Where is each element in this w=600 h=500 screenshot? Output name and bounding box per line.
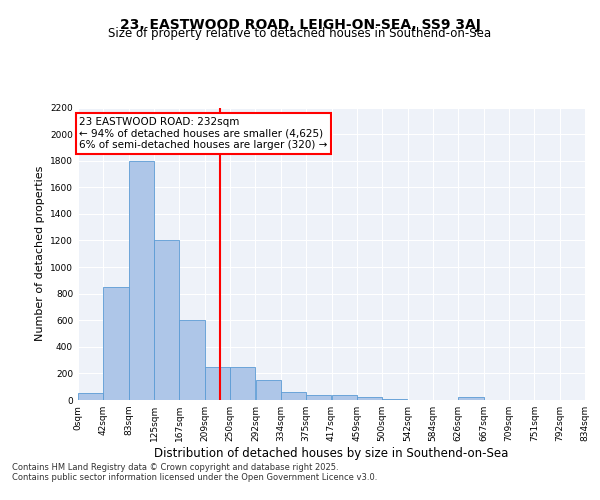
- Text: 23 EASTWOOD ROAD: 232sqm
← 94% of detached houses are smaller (4,625)
6% of semi: 23 EASTWOOD ROAD: 232sqm ← 94% of detach…: [79, 117, 328, 150]
- Text: 23, EASTWOOD ROAD, LEIGH-ON-SEA, SS9 3AJ: 23, EASTWOOD ROAD, LEIGH-ON-SEA, SS9 3AJ: [119, 18, 481, 32]
- Bar: [357, 398, 382, 400]
- Y-axis label: Number of detached properties: Number of detached properties: [35, 166, 44, 342]
- X-axis label: Distribution of detached houses by size in Southend-on-Sea: Distribution of detached houses by size …: [154, 447, 509, 460]
- Text: Size of property relative to detached houses in Southend-on-Sea: Size of property relative to detached ho…: [109, 28, 491, 40]
- Bar: [306, 394, 331, 400]
- Bar: [78, 394, 103, 400]
- Bar: [129, 160, 154, 400]
- Bar: [458, 398, 484, 400]
- Bar: [230, 367, 256, 400]
- Bar: [179, 320, 205, 400]
- Text: Contains public sector information licensed under the Open Government Licence v3: Contains public sector information licen…: [12, 472, 377, 482]
- Bar: [332, 396, 357, 400]
- Bar: [103, 287, 128, 400]
- Bar: [256, 380, 281, 400]
- Bar: [281, 392, 306, 400]
- Bar: [154, 240, 179, 400]
- Bar: [205, 367, 230, 400]
- Text: Contains HM Land Registry data © Crown copyright and database right 2025.: Contains HM Land Registry data © Crown c…: [12, 462, 338, 471]
